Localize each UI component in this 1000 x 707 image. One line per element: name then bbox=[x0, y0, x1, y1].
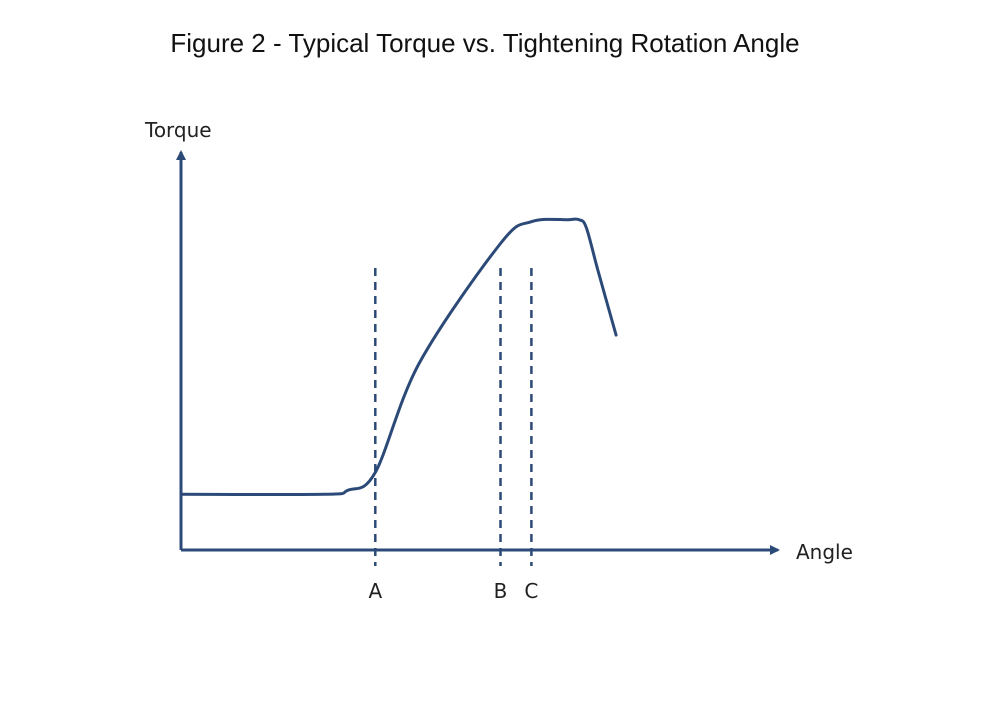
marker-label-a: A bbox=[368, 579, 382, 603]
torque-curve bbox=[179, 217, 618, 497]
marker-label-b: B bbox=[494, 579, 508, 603]
figure-title: Figure 2 - Typical Torque vs. Tightening… bbox=[170, 28, 800, 58]
marker-label-c: C bbox=[524, 579, 538, 603]
y-axis-label: Torque bbox=[144, 118, 212, 142]
x-axis-label: Angle bbox=[796, 540, 853, 564]
